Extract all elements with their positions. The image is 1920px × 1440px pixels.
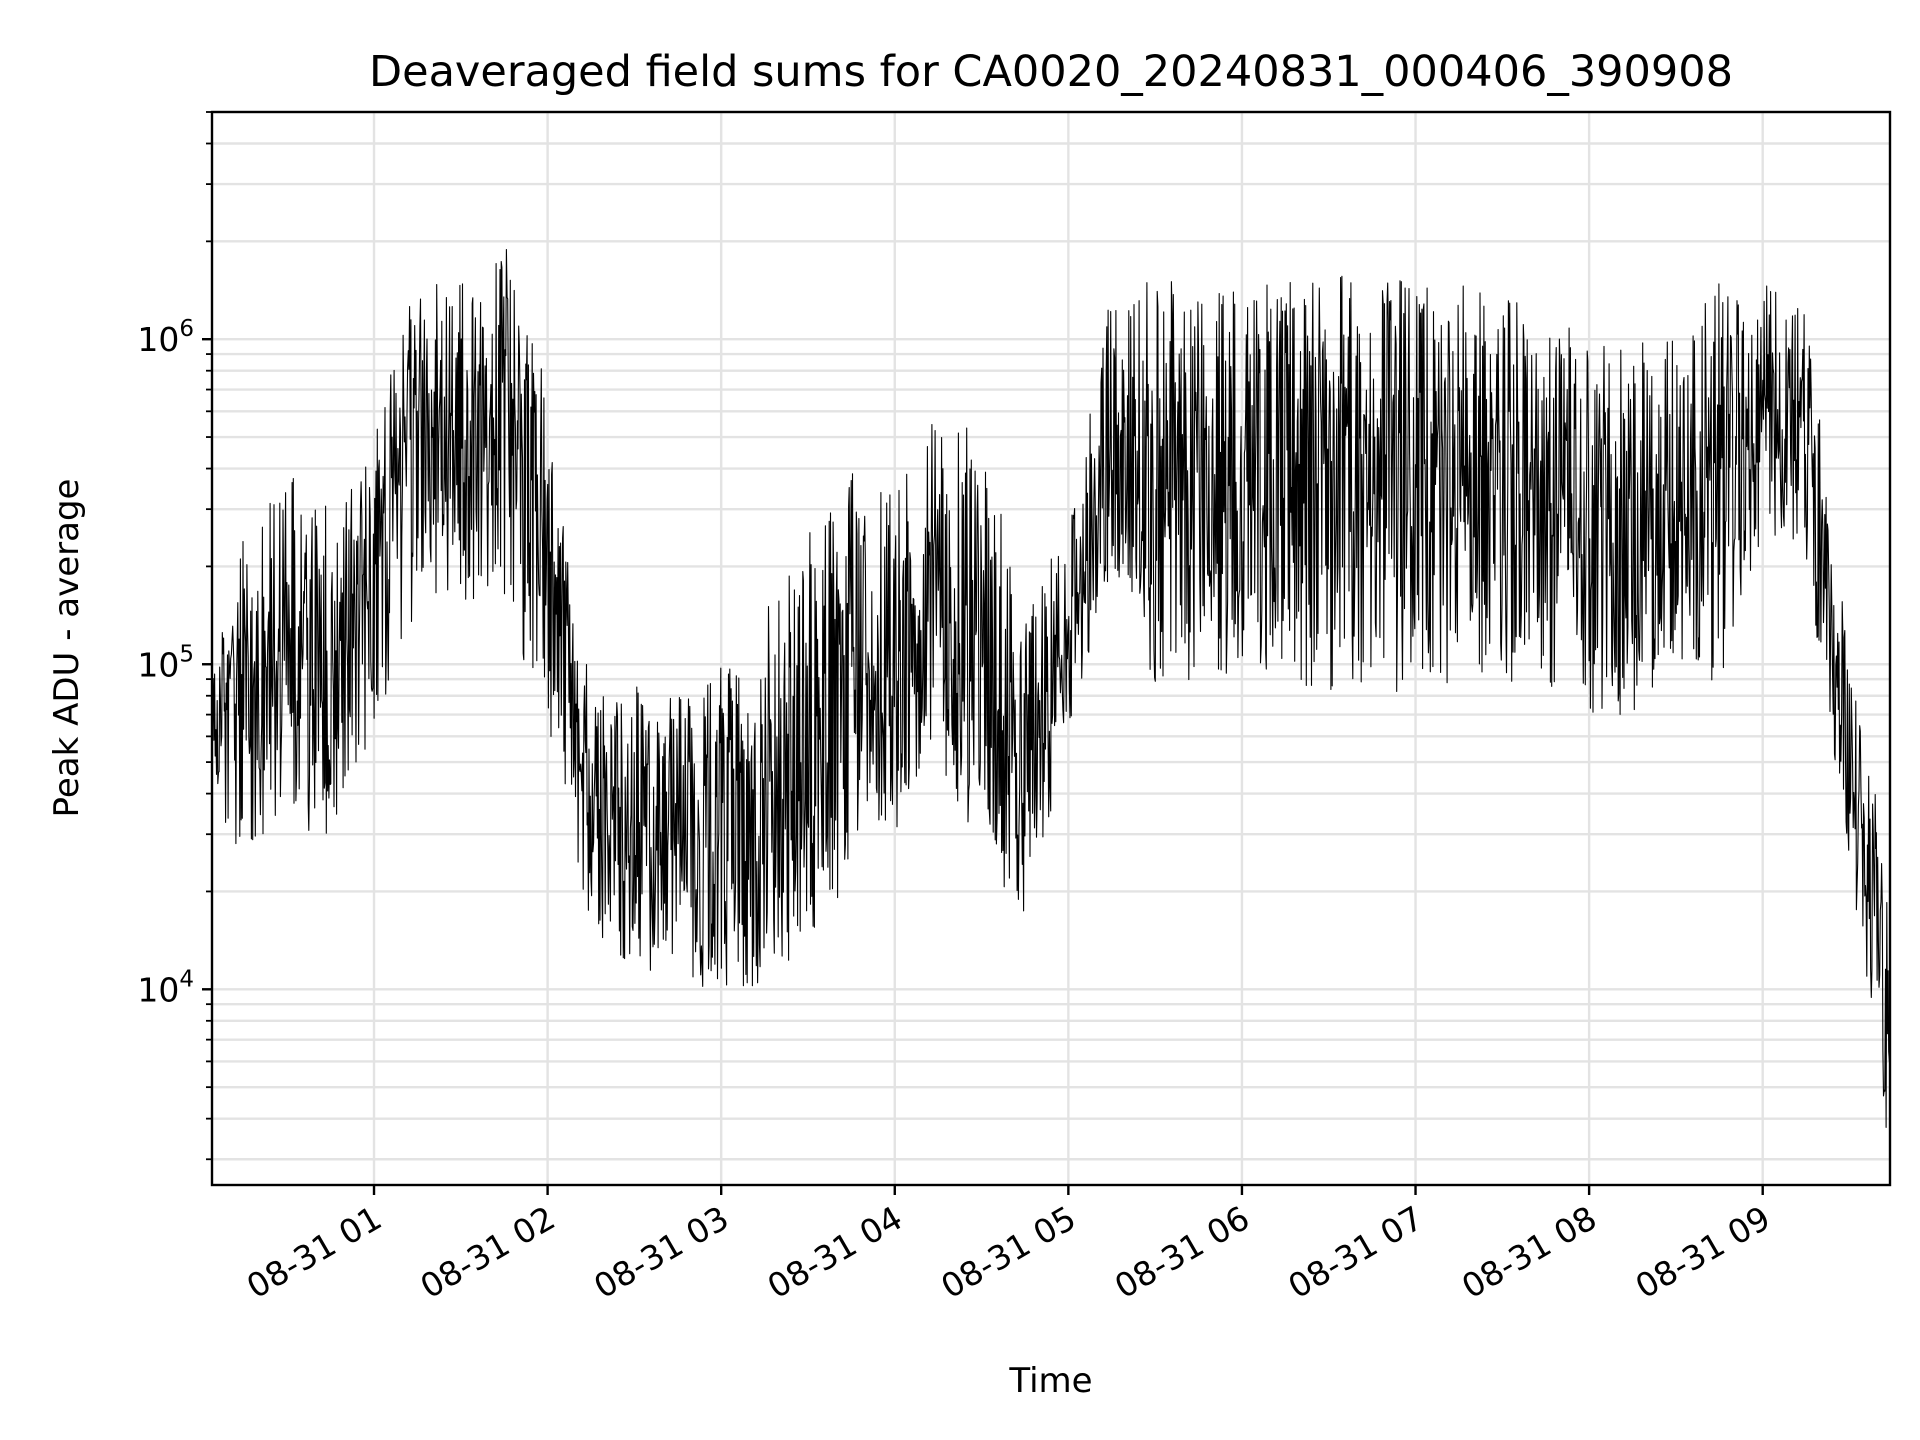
chart-title: Deaveraged field sums for CA0020_2024083… <box>369 47 1733 97</box>
x-tick-label: 08-31 05 <box>934 1198 1082 1306</box>
plot-frame <box>210 110 1892 1187</box>
x-tick-label: 08-31 03 <box>587 1198 735 1306</box>
y-tick-label: 106 <box>137 316 194 359</box>
x-axis: 08-31 01 08-31 02 08-31 03 08-31 04 08-31 05… <box>240 1185 1777 1306</box>
x-tick-label: 08-31 08 <box>1455 1198 1603 1306</box>
x-tick-label: 08-31 02 <box>414 1198 562 1306</box>
x-tick-label: 08-31 07 <box>1282 1198 1430 1306</box>
y-axis: 104 105 106 <box>137 111 212 1161</box>
y-tick-label: 104 <box>137 966 194 1009</box>
y-axis-label: Peak ADU - average <box>47 479 87 818</box>
data-series <box>211 248 1891 1128</box>
x-tick-label: 08-31 01 <box>240 1198 388 1306</box>
x-tick-label: 08-31 09 <box>1629 1198 1777 1306</box>
y-tick-label: 105 <box>137 641 194 684</box>
x-axis-label: Time <box>1008 1361 1092 1401</box>
series-line <box>211 248 1891 1128</box>
x-tick-label: 08-31 04 <box>761 1198 909 1306</box>
x-tick-label: 08-31 06 <box>1108 1198 1256 1306</box>
